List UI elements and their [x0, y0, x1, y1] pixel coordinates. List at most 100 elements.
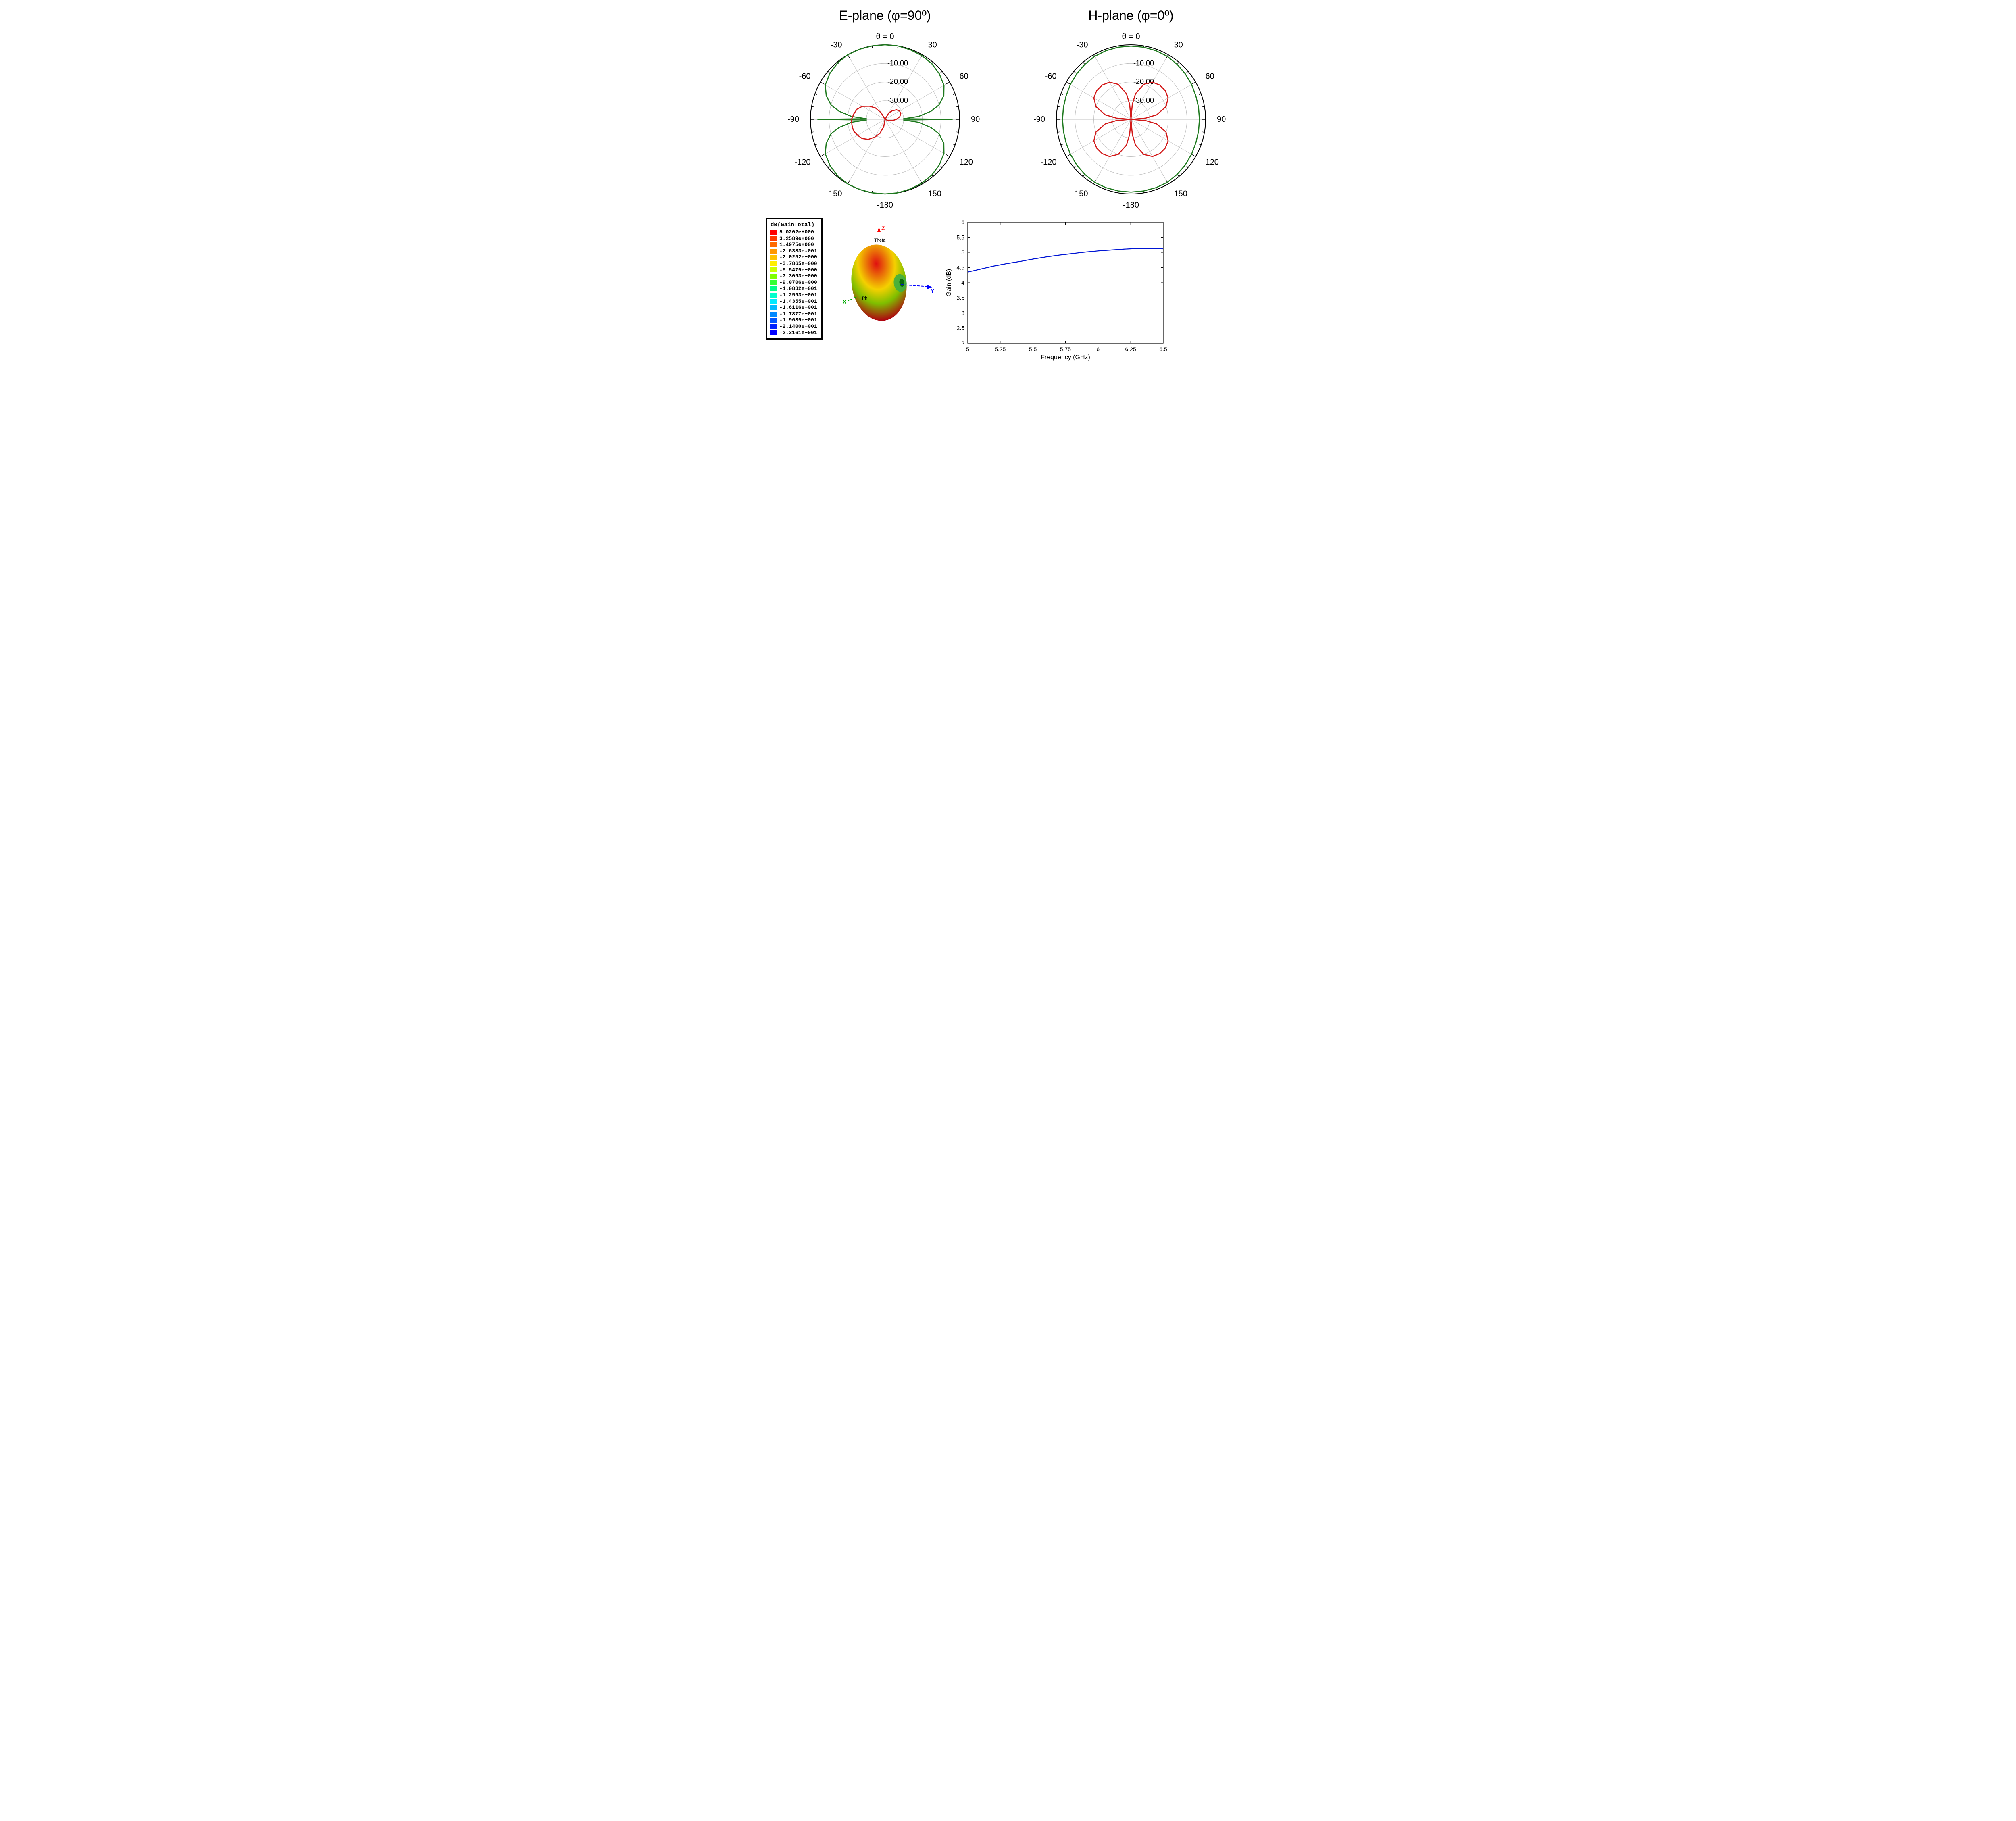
legend-swatch: [770, 286, 777, 291]
legend-row: -1.2593e+001: [770, 292, 817, 298]
legend-label: -7.3093e+000: [779, 273, 817, 279]
svg-text:3.5: 3.5: [956, 295, 964, 301]
svg-text:Y: Y: [931, 288, 935, 294]
gain-xlabel: Frequency (GHz): [1041, 354, 1090, 361]
legend-swatch: [770, 274, 777, 279]
svg-text:-60: -60: [1045, 72, 1057, 81]
svg-text:X: X: [843, 299, 846, 305]
legend-row: -1.4355e+001: [770, 298, 817, 305]
legend-label: -1.7877e+001: [779, 311, 817, 317]
svg-text:-20.00: -20.00: [887, 78, 908, 86]
legend-row: -7.3093e+000: [770, 273, 817, 279]
svg-text:θ = 0: θ = 0: [876, 32, 894, 41]
svg-text:90: 90: [1217, 115, 1226, 124]
svg-text:-150: -150: [1072, 189, 1088, 198]
svg-text:90: 90: [971, 115, 980, 124]
legend-label: -2.6383e-001: [779, 248, 817, 254]
legend-label: -1.0832e+001: [779, 285, 817, 292]
eplane-panel: E-plane (φ=90º) -180 -150 -120 -90 -60 -30 30 6…: [766, 8, 1004, 210]
legend-label: -1.2593e+001: [779, 292, 817, 298]
svg-text:5.75: 5.75: [1060, 346, 1071, 352]
legend-swatch: [770, 230, 777, 235]
svg-text:-30: -30: [1077, 41, 1088, 50]
svg-text:-120: -120: [795, 158, 811, 167]
legend-label: -1.4355e+001: [779, 298, 817, 305]
legend-row: -2.6383e-001: [770, 248, 817, 254]
legend-swatch: [770, 249, 777, 254]
legend-swatch: [770, 280, 777, 285]
gain-ylabel: Gain (dB): [946, 269, 952, 296]
svg-text:-10.00: -10.00: [1133, 59, 1154, 67]
svg-text:-30.00: -30.00: [1133, 96, 1154, 104]
gain-vs-frequency-chart: 55.255.55.7566.256.522.533.544.555.56Fre…: [943, 218, 1250, 363]
legend-row: 1.4975e+000: [770, 242, 817, 248]
svg-text:6.5: 6.5: [1159, 346, 1167, 352]
legend-label: -2.0252e+000: [779, 254, 817, 260]
svg-text:-180: -180: [877, 201, 893, 210]
legend-swatch: [770, 318, 777, 323]
legend-row: -5.5479e+000: [770, 267, 817, 273]
svg-text:6: 6: [961, 219, 964, 225]
svg-text:6.25: 6.25: [1125, 346, 1136, 352]
legend-label: 3.2589e+000: [779, 235, 814, 242]
svg-text:-90: -90: [787, 115, 799, 124]
gain-legend-title: dB(GainTotal): [770, 222, 817, 228]
legend-row: -1.7877e+001: [770, 311, 817, 317]
legend-swatch: [770, 299, 777, 304]
gain-legend: dB(GainTotal) 5.0202e+0003.2589e+0001.49…: [766, 218, 823, 340]
legend-row: -2.3161e+001: [770, 330, 817, 336]
legend-swatch: [770, 305, 777, 310]
legend-row: 5.0202e+000: [770, 229, 817, 235]
legend-row: -1.9639e+001: [770, 317, 817, 323]
legend-swatch: [770, 255, 777, 260]
svg-text:60: 60: [1205, 72, 1214, 81]
legend-row: -9.0706e+000: [770, 279, 817, 286]
legend-label: -5.5479e+000: [779, 267, 817, 273]
svg-text:30: 30: [1174, 41, 1183, 50]
eplane-polar-chart: -180 -150 -120 -90 -60 -30 30 60 90 120 150 θ = 0 -1…: [780, 25, 990, 210]
svg-text:5.5: 5.5: [956, 234, 964, 241]
legend-row: -2.0252e+000: [770, 254, 817, 260]
svg-text:2.5: 2.5: [956, 325, 964, 331]
hplane-title: H-plane (φ=0º): [1088, 8, 1173, 23]
svg-text:5.25: 5.25: [995, 346, 1006, 352]
svg-text:-120: -120: [1041, 158, 1057, 167]
legend-label: -2.3161e+001: [779, 330, 817, 336]
svg-text:30: 30: [928, 41, 937, 50]
hplane-panel: H-plane (φ=0º) -180-150-120-90-60-303060…: [1012, 8, 1250, 210]
svg-text:Z: Z: [881, 225, 885, 231]
legend-label: 5.0202e+000: [779, 229, 814, 235]
svg-text:-150: -150: [826, 189, 842, 198]
legend-swatch: [770, 261, 777, 266]
svg-text:5.5: 5.5: [1029, 346, 1037, 352]
legend-label: -9.0706e+000: [779, 279, 817, 286]
svg-text:5: 5: [961, 249, 964, 256]
legend-swatch: [770, 312, 777, 317]
svg-text:-30.00: -30.00: [887, 96, 908, 104]
svg-text:60: 60: [959, 72, 968, 81]
eplane-title: E-plane (φ=90º): [839, 8, 931, 23]
legend-swatch: [770, 293, 777, 298]
svg-text:150: 150: [928, 189, 941, 198]
svg-text:Theta: Theta: [874, 238, 886, 243]
svg-text:θ = 0: θ = 0: [1122, 32, 1140, 41]
svg-text:4.5: 4.5: [956, 265, 964, 271]
svg-text:120: 120: [959, 158, 973, 167]
pattern-3d: Z Theta Y X Phi: [831, 218, 935, 339]
legend-swatch: [770, 324, 777, 329]
svg-text:-60: -60: [799, 72, 811, 81]
legend-swatch: [770, 330, 777, 335]
svg-text:-10.00: -10.00: [887, 59, 908, 67]
legend-swatch: [770, 267, 777, 272]
legend-row: -3.7865e+000: [770, 260, 817, 267]
hplane-polar-chart: -180-150-120-90-60-30306090120150θ = 0-1…: [1026, 25, 1236, 210]
svg-text:Phi: Phi: [862, 296, 868, 301]
svg-text:-30: -30: [831, 41, 842, 50]
svg-text:4: 4: [961, 279, 964, 286]
legend-row: -1.0832e+001: [770, 285, 817, 292]
legend-swatch: [770, 242, 777, 247]
svg-text:3: 3: [961, 310, 964, 316]
svg-text:-180: -180: [1123, 201, 1139, 210]
legend-label: -1.9639e+001: [779, 317, 817, 323]
svg-text:2: 2: [961, 340, 964, 346]
